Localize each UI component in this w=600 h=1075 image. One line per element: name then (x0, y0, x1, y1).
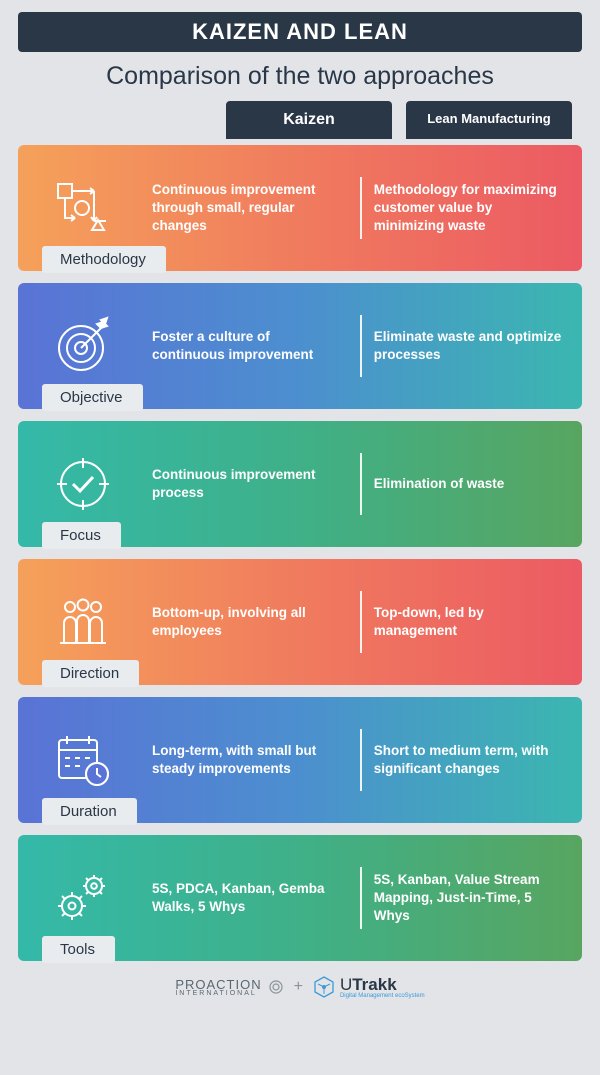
row-text: Bottom-up, involving all employees Top-d… (148, 559, 582, 685)
column-header-lean: Lean Manufacturing (406, 101, 572, 139)
divider (360, 315, 362, 377)
row-methodology: Continuous improvement through small, re… (18, 145, 582, 271)
row-text: Continuous improvement through small, re… (148, 145, 582, 271)
row-label: Objective (42, 384, 143, 411)
page-title: KAIZEN AND LEAN (192, 19, 408, 44)
divider (360, 729, 362, 791)
brand2-name: UTrakk (340, 975, 397, 994)
column-headers: Kaizen Lean Manufacturing (18, 101, 582, 139)
utrakk-logo: UTrakk Digital Management ecoSystem (313, 975, 425, 999)
plus-separator: + (294, 978, 303, 996)
row-label: Duration (42, 798, 137, 825)
kaizen-text: Foster a culture of continuous improveme… (148, 328, 360, 364)
row-text: 5S, PDCA, Kanban, Gemba Walks, 5 Whys 5S… (148, 835, 582, 961)
row-text: Long-term, with small but steady improve… (148, 697, 582, 823)
infographic-page: KAIZEN AND LEAN Comparison of the two ap… (0, 0, 600, 1007)
row-label: Tools (42, 936, 115, 963)
brand2-sub: Digital Management ecoSystem (340, 993, 425, 999)
divider (360, 177, 362, 239)
brand2-text: UTrakk Digital Management ecoSystem (340, 975, 425, 999)
row-label: Direction (42, 660, 139, 687)
row-direction: Bottom-up, involving all employees Top-d… (18, 559, 582, 685)
lean-text: Short to medium term, with significant c… (370, 742, 582, 778)
divider (360, 453, 362, 515)
page-subtitle: Comparison of the two approaches (18, 62, 582, 91)
row-tools: 5S, PDCA, Kanban, Gemba Walks, 5 Whys 5S… (18, 835, 582, 961)
utrakk-hex-icon (313, 976, 335, 998)
kaizen-text: Bottom-up, involving all employees (148, 604, 360, 640)
brand1-sub: INTERNATIONAL (175, 990, 261, 997)
column-spacer (18, 101, 226, 139)
row-objective: Foster a culture of continuous improveme… (18, 283, 582, 409)
lean-text: Elimination of waste (370, 475, 582, 493)
row-duration: Long-term, with small but steady improve… (18, 697, 582, 823)
kaizen-text: Long-term, with small but steady improve… (148, 742, 360, 778)
divider (360, 591, 362, 653)
lean-text: 5S, Kanban, Value Stream Mapping, Just-i… (370, 871, 582, 926)
lean-text: Top-down, led by management (370, 604, 582, 640)
kaizen-text: Continuous improvement through small, re… (148, 181, 360, 236)
page-title-bar: KAIZEN AND LEAN (18, 12, 582, 52)
row-label: Focus (42, 522, 121, 549)
brand1-text: PROACTION INTERNATIONAL (175, 977, 261, 997)
kaizen-text: Continuous improvement process (148, 466, 360, 502)
lean-text: Methodology for maximizing customer valu… (370, 181, 582, 236)
column-header-kaizen: Kaizen (226, 101, 392, 139)
proaction-logo: PROACTION INTERNATIONAL (175, 977, 283, 997)
divider (360, 867, 362, 929)
row-text: Foster a culture of continuous improveme… (148, 283, 582, 409)
row-label: Methodology (42, 246, 166, 273)
row-focus: Continuous improvement process Eliminati… (18, 421, 582, 547)
footer: PROACTION INTERNATIONAL + UTrakk Digital… (18, 975, 582, 999)
row-text: Continuous improvement process Eliminati… (148, 421, 582, 547)
proaction-spiral-icon (268, 979, 284, 995)
kaizen-text: 5S, PDCA, Kanban, Gemba Walks, 5 Whys (148, 880, 360, 916)
comparison-rows: Continuous improvement through small, re… (18, 145, 582, 961)
lean-text: Eliminate waste and optimize processes (370, 328, 582, 364)
